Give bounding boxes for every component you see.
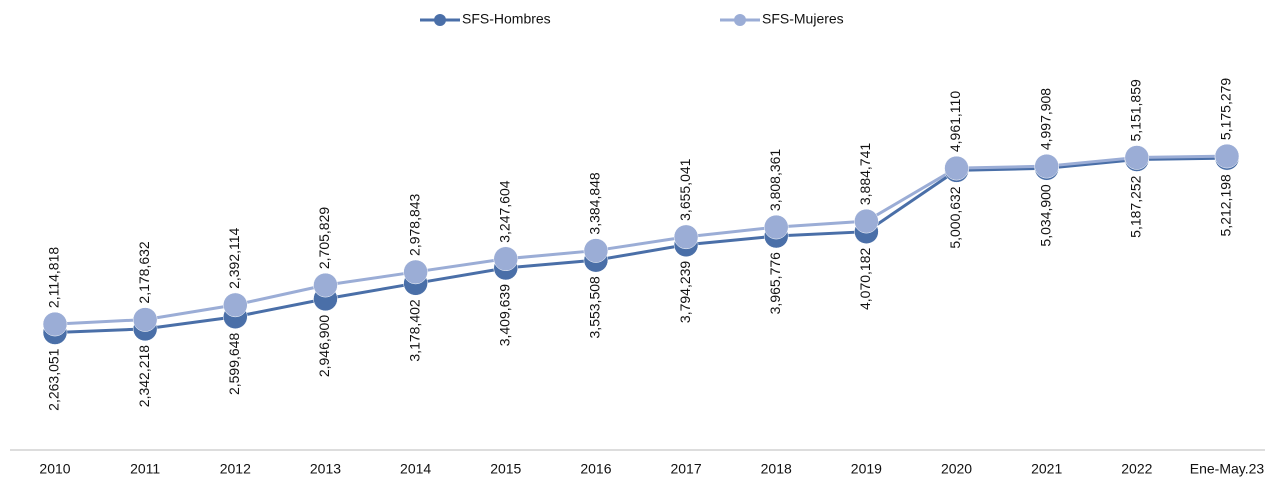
data-label: 2,114,818 — [46, 247, 62, 308]
data-label: 3,553,508 — [587, 276, 603, 338]
series-line — [54, 154, 1228, 326]
series-line — [54, 156, 1228, 335]
data-label: 2,978,843 — [406, 193, 422, 255]
legend-marker — [734, 14, 746, 26]
x-tick-label: 2022 — [1121, 461, 1152, 477]
x-tick-label: 2021 — [1031, 461, 1062, 477]
data-label: 3,247,604 — [496, 180, 512, 242]
data-label: 5,212,198 — [1218, 174, 1234, 236]
data-point — [132, 307, 158, 332]
data-label: 2,599,648 — [226, 333, 242, 395]
data-label: 2,178,632 — [136, 241, 152, 303]
data-label: 5,187,252 — [1128, 175, 1144, 237]
legend-item: SFS-Mujeres — [720, 11, 844, 27]
legend-label: SFS-Hombres — [462, 11, 551, 27]
data-label: 4,961,110 — [947, 91, 963, 152]
data-label: 2,946,900 — [316, 315, 332, 377]
data-label: 5,175,279 — [1218, 78, 1234, 140]
data-label: 3,808,361 — [767, 149, 783, 211]
x-tick-label: 2010 — [39, 461, 70, 477]
data-label: 2,705,829 — [316, 207, 332, 269]
data-label: 5,000,632 — [947, 186, 963, 248]
data-label: 3,409,639 — [496, 284, 512, 346]
legend-marker — [434, 14, 446, 26]
legend-item: SFS-Hombres — [420, 11, 551, 27]
data-label: 3,884,741 — [857, 143, 873, 205]
data-label: 3,965,776 — [767, 252, 783, 314]
data-point — [223, 292, 248, 318]
data-point — [1124, 145, 1150, 170]
data-label: 5,034,900 — [1037, 184, 1053, 246]
x-tick-label: 2016 — [580, 461, 611, 477]
data-label: 3,794,239 — [677, 261, 693, 323]
data-point — [1034, 153, 1059, 179]
data-point — [763, 214, 789, 240]
data-point — [313, 272, 338, 298]
data-label: 2,392,114 — [226, 227, 242, 288]
x-tick-label: 2018 — [761, 461, 792, 477]
legend-label: SFS-Mujeres — [762, 11, 844, 27]
data-label: 4,070,182 — [857, 248, 873, 310]
x-tick-label: 2017 — [670, 461, 701, 477]
data-label: 5,151,859 — [1128, 79, 1144, 141]
x-tick-label: 2013 — [310, 461, 341, 477]
data-point — [1214, 143, 1240, 169]
data-label: 4,997,908 — [1037, 88, 1053, 150]
data-label: 3,384,848 — [587, 172, 603, 234]
data-label: 3,655,041 — [677, 158, 693, 220]
data-label: 2,342,218 — [136, 345, 152, 407]
data-point — [854, 208, 879, 234]
x-tick-label: 2020 — [941, 461, 972, 477]
data-label: 3,178,402 — [406, 299, 422, 361]
x-tick-label: 2012 — [220, 461, 251, 477]
data-point — [493, 246, 519, 272]
x-tick-label: 2011 — [130, 461, 160, 477]
x-tick-label: 2015 — [490, 461, 521, 477]
data-point — [583, 238, 609, 263]
data-point — [673, 224, 699, 250]
x-tick-label: Ene-May.23 — [1190, 461, 1265, 477]
x-tick-label: 2019 — [851, 461, 882, 477]
x-tick-label: 2014 — [400, 461, 431, 477]
data-point — [403, 259, 428, 285]
data-point — [944, 155, 969, 181]
data-point — [42, 311, 68, 337]
data-label: 2,263,051 — [46, 348, 62, 410]
